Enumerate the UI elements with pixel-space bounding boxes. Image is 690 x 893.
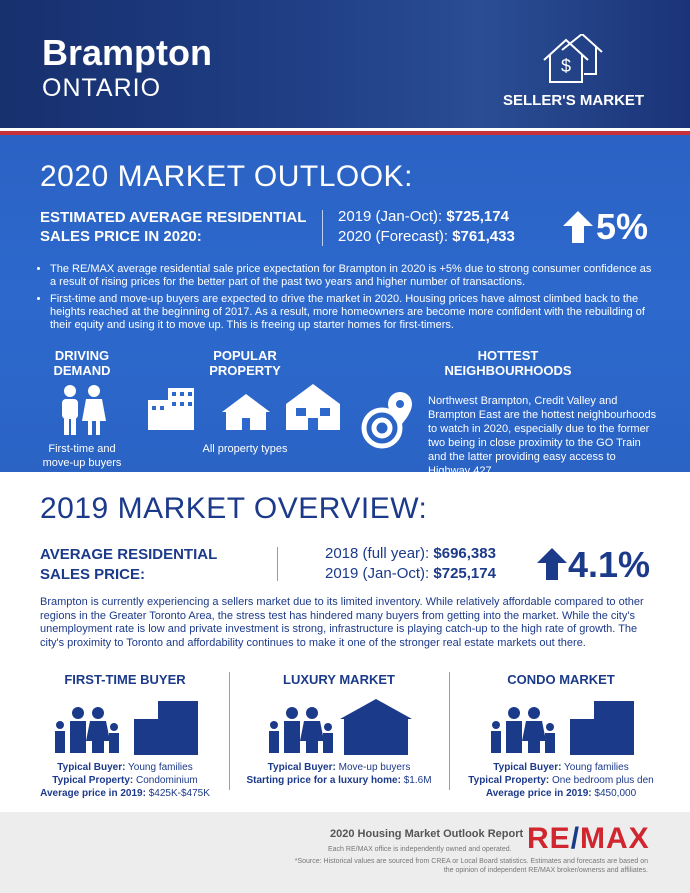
row-value: $696,383 [433,545,496,562]
line-key: Starting price for a luxury home: [246,775,401,786]
divider [322,210,323,246]
divider [229,672,230,790]
divider [0,128,690,131]
segment-title: FIRST-TIME BUYER [64,672,186,687]
line-key: Typical Property: [52,775,134,786]
outlook-section [0,135,690,472]
line-key: Typical Buyer: [493,762,562,773]
line-value: One bedroom plus den [552,775,654,786]
label-line: SALES PRICE: [40,566,146,583]
row-value: $725,174 [446,208,509,225]
people-icon [62,385,106,435]
divider-red [0,131,690,135]
overview-paragraph: Brampton is currently experiencing a sel… [40,596,644,649]
price-row: 2019 (Jan-Oct): $725,174 [338,208,509,225]
ownership-note: Each RE/MAX office is independently owne… [328,846,512,853]
popular-property-caption: All property types [202,443,288,455]
property-types-icon [148,384,340,430]
row-value: $725,174 [433,565,496,582]
location-target-icon [361,392,412,449]
house-dollar-icon: $ [543,34,603,83]
price-row: 2018 (full year): $696,383 [325,545,496,562]
line-value: Young families [564,762,629,773]
divider [277,547,278,581]
market-badge: SELLER'S MARKET [503,92,645,109]
line-key: Typical Property: [468,775,550,786]
family-house-icon [269,699,412,755]
source-note: *Source: Historical values are sourced f… [294,858,648,874]
row-label: 2019 (Jan-Oct): [338,208,443,225]
arrow-up-icon [563,211,593,243]
title-line: PROPERTY [209,363,281,378]
family-condo-icon [55,701,198,755]
row-label: 2020 (Forecast): [338,228,449,245]
overview-title: 2019 MARKET OVERVIEW: [40,492,428,525]
header-banner [0,0,690,128]
line-key: Typical Buyer: [57,762,126,773]
outlook-bullets: The RE/MAX average residential sale pric… [40,263,660,336]
outlook-change: 5% [596,206,649,247]
outlook-label: ESTIMATED AVERAGE RESIDENTIAL SALES PRICE… [40,208,306,246]
city-title: Brampton [42,32,212,73]
line-value: Condominium [136,775,198,786]
line-value: $1.6M [403,775,432,786]
line-value: Young families [128,762,193,773]
bullet: First-time and move-up buyers are expect… [50,293,660,332]
bullet: The RE/MAX average residential sale pric… [50,263,660,289]
segment-first-time: FIRST-TIME BUYER Typical Buyer: Young fa… [20,672,230,800]
line-value: $425K-$475K [148,788,210,799]
price-row: 2020 (Forecast): $761,433 [338,228,515,245]
hottest-text: Northwest Brampton, Credit Valley and Br… [428,395,657,477]
outlook-title: 2020 MARKET OUTLOOK: [40,160,413,193]
line-key: Typical Buyer: [267,762,336,773]
arrow-up-icon [537,548,567,580]
caption-line: move-up buyers [42,457,122,469]
family-condo-icon [491,701,634,755]
label-line: SALES PRICE IN 2020: [40,228,202,245]
hottest-title: HOTTEST NEIGHBOURHOODS [444,348,572,378]
title-line: DRIVING [54,348,110,363]
row-value: $761,433 [452,228,515,245]
title-line: DEMAND [53,363,111,378]
popular-property-title: POPULAR PROPERTY [190,348,300,378]
price-row: 2019 (Jan-Oct): $725,174 [325,565,496,582]
line-value: Move-up buyers [338,762,411,773]
report-title: 2020 Housing Market Outlook Report [330,828,524,840]
line-key: Average price in 2019: [40,788,146,799]
row-label: 2018 (full year): [325,545,430,562]
overview-label: AVERAGE RESIDENTIAL SALES PRICE: [40,545,217,585]
caption-line: First-time and [48,443,116,455]
segment-title: LUXURY MARKET [283,672,395,687]
driving-demand-title: DRIVING DEMAND [40,348,124,378]
svg-text:$: $ [561,56,571,76]
segment-title: CONDO MARKET [507,672,615,687]
overview-change: 4.1% [568,544,651,585]
footer [0,812,690,893]
driving-demand-caption: First-time and move-up buyers [32,442,132,470]
province-title: ONTARIO [42,74,162,102]
remax-logo: RE/MAX [527,822,650,855]
divider [449,672,450,790]
line-value: $450,000 [594,788,637,799]
label-line: AVERAGE RESIDENTIAL [40,546,218,563]
title-line: POPULAR [213,348,277,363]
label-line: ESTIMATED AVERAGE RESIDENTIAL [40,209,307,226]
segment-condo: CONDO MARKET Typical Buyer: Young famili… [456,672,666,800]
row-label: 2019 (Jan-Oct): [325,565,430,582]
line-key: Average price in 2019: [485,788,592,799]
segment-luxury: LUXURY MARKET Typical Buyer: Move-up buy… [234,672,444,787]
